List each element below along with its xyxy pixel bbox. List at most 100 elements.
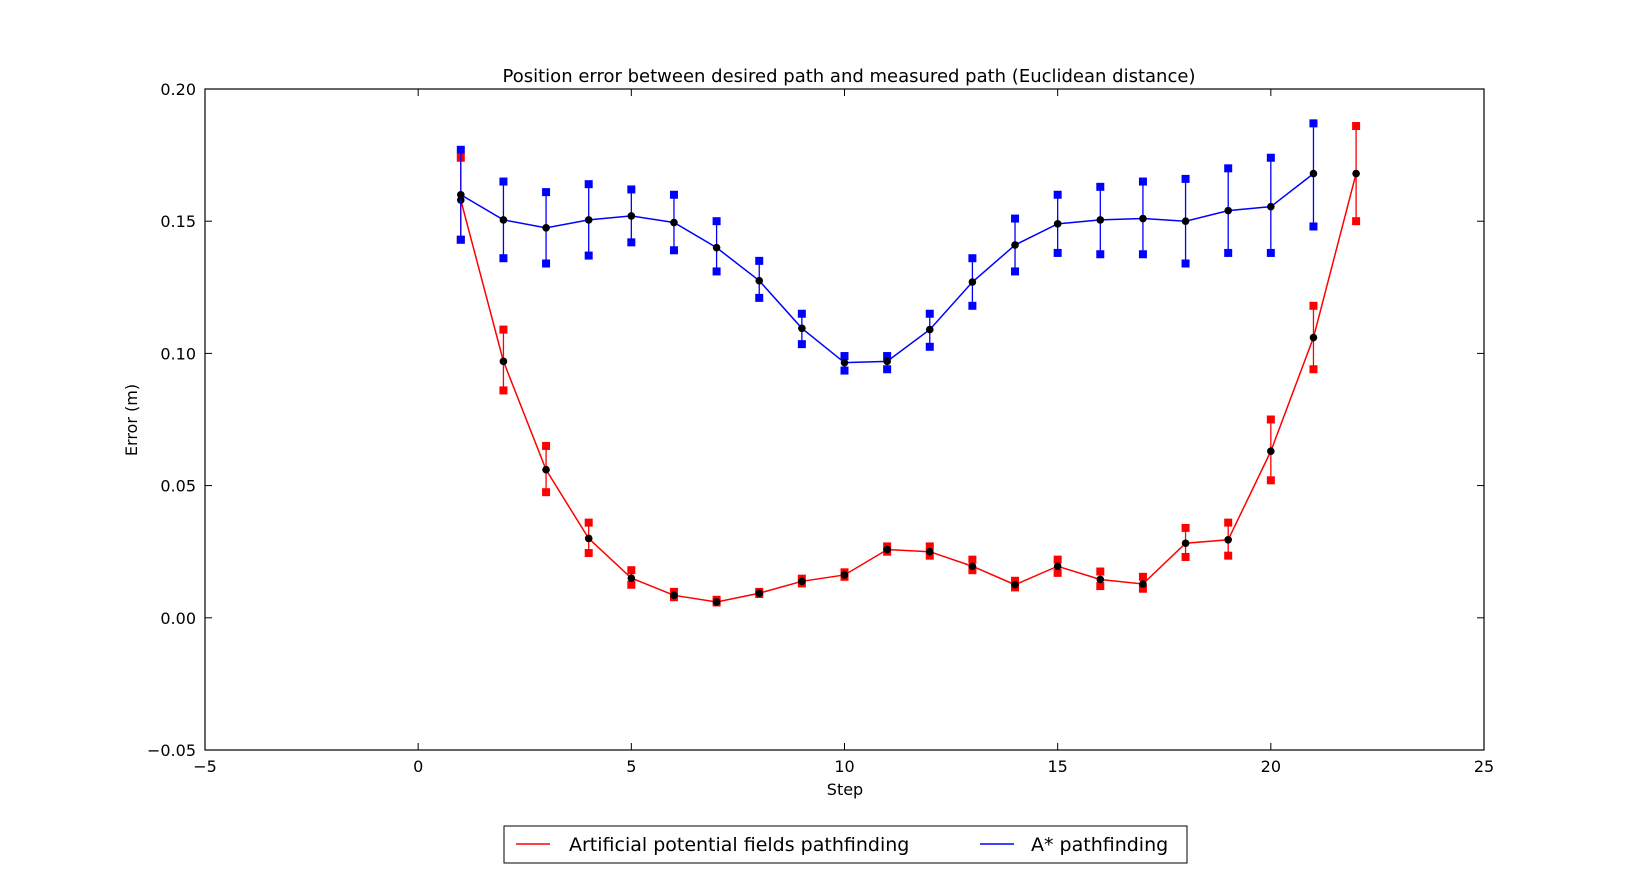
error-cap-low (1138, 250, 1147, 259)
error-cap-high (456, 145, 465, 154)
data-point (1053, 220, 1062, 228)
data-point (584, 534, 593, 543)
error-cap-low (499, 386, 508, 395)
data-point (670, 218, 678, 227)
y-tick-label: 0.15 (160, 212, 196, 231)
error-cap-low (1266, 248, 1275, 257)
series-1 (456, 119, 1318, 375)
data-point (1139, 214, 1147, 223)
error-cap-low (1011, 267, 1020, 276)
error-cap-high (712, 217, 721, 226)
error-cap-low (968, 301, 977, 310)
error-cap-high (1138, 177, 1147, 186)
x-tick-label: 15 (1047, 757, 1067, 776)
error-cap-high (584, 518, 593, 527)
data-point (1224, 206, 1232, 215)
error-cap-high (1224, 164, 1233, 173)
error-cap-low (669, 246, 678, 255)
data-point (1181, 217, 1190, 225)
plot-content (456, 119, 1361, 607)
error-cap-low (1096, 582, 1105, 591)
data-point (1096, 216, 1105, 224)
error-cap-high (1309, 119, 1318, 128)
error-cap-low (1181, 259, 1190, 268)
error-cap-low (1096, 250, 1105, 259)
error-cap-high (925, 542, 934, 551)
error-cap-high (669, 190, 678, 199)
error-cap-low (883, 365, 892, 374)
data-point (1309, 169, 1318, 178)
data-point (457, 190, 465, 199)
data-point (1224, 536, 1232, 544)
data-point (883, 545, 891, 554)
error-cap-low (627, 238, 636, 247)
y-tick-label: 0.00 (160, 609, 196, 628)
error-cap-low (1138, 584, 1147, 593)
error-cap-low (1266, 476, 1275, 485)
axes: −5 0 5 10 15 20 25 −0.05 0.00 0.05 0.10 0.15 0.20 (147, 80, 1494, 776)
error-cap-high (542, 188, 551, 197)
error-cap-low (1053, 248, 1062, 257)
error-cap-low (627, 580, 636, 589)
y-axis-label: Error (m) (122, 384, 141, 456)
data-point (1267, 202, 1275, 211)
data-point (840, 358, 849, 367)
data-point (798, 577, 806, 586)
error-cap-high (797, 309, 806, 318)
error-cap-high (925, 309, 934, 318)
y-tick-label: 0.05 (160, 477, 196, 496)
error-cap-high (968, 254, 977, 263)
error-cap-low (1352, 217, 1361, 226)
error-cap-high (1224, 518, 1233, 527)
data-point (798, 324, 806, 333)
error-cap-low (1309, 365, 1318, 374)
error-cap-high (1011, 214, 1020, 223)
x-tick-label: 5 (626, 757, 636, 776)
error-cap-low (1053, 568, 1062, 577)
series-line (460, 173, 1357, 603)
error-cap-low (1181, 552, 1190, 561)
error-cap-high (1011, 576, 1020, 585)
chart-title: Position error between desired path and … (503, 66, 1196, 87)
data-point (542, 224, 550, 232)
error-cap-high (499, 325, 508, 334)
error-cap-low (1224, 248, 1233, 257)
error-cap-high (542, 441, 551, 450)
plot-frame (204, 88, 1485, 751)
data-point (1011, 580, 1019, 589)
data-point (1096, 575, 1105, 584)
data-point (925, 325, 934, 334)
error-cap-high (1181, 174, 1190, 183)
error-cap-low (840, 366, 849, 375)
data-point (670, 591, 678, 600)
data-point (968, 278, 977, 286)
error-cap-high (1181, 523, 1190, 532)
error-cap-high (1309, 301, 1318, 310)
error-cap-high (627, 566, 636, 575)
error-cap-high (1352, 122, 1361, 131)
data-point (840, 571, 849, 579)
error-cap-low (584, 549, 593, 558)
error-cap-low (499, 254, 508, 263)
error-cap-high (584, 180, 593, 189)
data-point (1011, 241, 1019, 249)
legend-label-astar: A* pathfinding (1031, 834, 1168, 856)
data-point (712, 598, 721, 606)
data-point (627, 574, 636, 582)
error-cap-high (1138, 572, 1147, 581)
error-cap-high (1096, 182, 1105, 191)
data-point (1267, 447, 1275, 456)
error-cap-low (797, 340, 806, 349)
y-tick-label: 0.10 (160, 344, 196, 363)
data-point (1309, 333, 1318, 342)
data-point (1181, 539, 1190, 548)
error-cap-high (1053, 190, 1062, 199)
data-point (712, 243, 721, 252)
error-cap-low (925, 342, 934, 351)
data-point (925, 547, 934, 556)
error-cap-low (925, 551, 934, 560)
error-cap-high (755, 256, 764, 265)
error-cap-low (456, 235, 465, 244)
data-point (584, 216, 593, 224)
